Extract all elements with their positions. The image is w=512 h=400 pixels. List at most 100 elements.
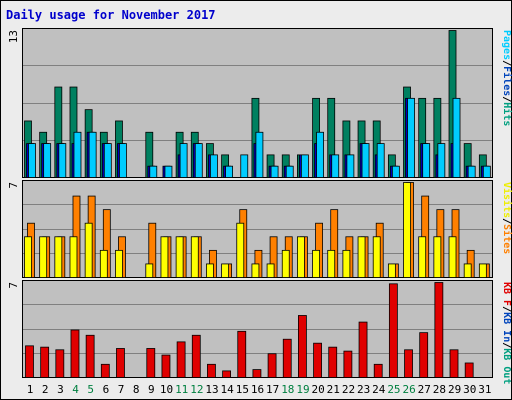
legend-entry: / [501,306,512,312]
bar-pages-day-18 [285,165,294,178]
x-tick-label: 18 [281,383,294,396]
bar-kb-f-day-30 [464,362,474,378]
x-tick-label: 30 [463,383,476,396]
bar-visits-day-18 [281,249,290,278]
x-tick-label: 16 [251,383,264,396]
bar-visits-day-27 [418,236,427,278]
legend-entry: Hits [501,102,512,126]
bar-kb-f-day-1 [25,345,34,378]
bar-pages-day-16 [255,131,264,178]
bar-visits-day-7 [115,249,123,278]
x-tick-label: 5 [87,383,94,396]
x-tick-label: 13 [205,383,218,396]
x-tick-label: 29 [448,383,461,396]
bar-pages-day-27 [422,143,431,178]
legend-entry: KB Out [501,348,512,384]
bar-pages-day-12 [194,143,203,178]
x-tick-label: 21 [327,383,340,396]
bar-kb-f-day-24 [373,363,383,378]
bar-pages-day-2 [43,143,52,178]
x-tick-label: 10 [160,383,173,396]
x-axis: 1 2 3 4 5 6 7 8 9 10 11 12 13 14 15 16 17 18 19 20 21 22 23 24 2… [27,383,492,396]
bar-visits-day-26 [403,182,411,278]
panel-kbytes: 7 KB F/KB In/KB Out [7,280,512,384]
bar-pages-day-25 [391,165,400,178]
bar-visits-day-31 [478,263,487,278]
bar-pages-day-17 [270,165,279,178]
bar-pages-day-28 [437,143,446,178]
panel-visits-max-label: 7 [7,182,20,189]
bar-pages-day-22 [346,154,355,178]
bar-pages-day-11 [179,143,188,178]
chart-title: Daily usage for November 2017 [6,8,216,22]
bar-kb-f-day-21 [328,346,338,378]
bar-visits-day-30 [463,263,472,278]
bar-visits-day-24 [372,236,381,278]
bar-visits-day-13 [206,263,214,278]
x-tick-label: 6 [103,383,110,396]
bar-kb-f-day-12 [191,334,201,378]
legend-entry: Files [501,66,512,96]
legend-entry: / [501,60,512,66]
bar-kb-f-day-20 [313,342,322,378]
bar-kb-f-day-3 [55,349,65,378]
legend-entry: Sites [501,224,512,254]
x-tick-label: 25 [387,383,400,396]
bar-pages-day-6 [103,143,112,178]
bar-visits-day-3 [54,236,63,278]
bar-kb-f-day-29 [449,349,459,378]
bar-visits-day-16 [251,263,260,278]
legend-entry: Visits [501,182,512,218]
bar-visits-day-1 [24,236,32,278]
bar-pages-day-19 [301,154,309,178]
bar-kb-f-day-17 [267,353,277,378]
legend-entry: KB F [501,282,512,306]
bar-kb-f-day-4 [70,329,80,378]
bar-kb-f-day-5 [85,334,95,378]
bar-visits-day-6 [99,249,108,278]
x-tick-label: 15 [236,383,249,396]
x-tick-label: 12 [190,383,203,396]
bar-visits-day-2 [39,236,48,278]
legend-entry: Pages [501,30,512,60]
bar-visits-day-22 [342,249,351,278]
bar-visits-day-20 [312,249,320,278]
bar-pages-day-21 [331,154,340,178]
legend-entry: / [501,342,512,348]
bar-kb-f-day-7 [116,348,125,378]
bar-visits-day-4 [69,236,78,278]
x-tick-label: 19 [296,383,309,396]
x-tick-label: 22 [342,383,355,396]
x-tick-label: 2 [42,383,49,396]
panel-hits-legend: Pages/Files/Hits [501,30,512,126]
bar-pages-day-20 [316,131,324,178]
x-tick-label: 20 [312,383,325,396]
panel-visits-legend: Visits/Sites [501,182,512,254]
bar-visits-day-10 [160,236,169,278]
bar-pages-day-1 [28,143,36,178]
bar-pages-day-23 [361,143,370,178]
bar-kb-f-day-27 [419,332,429,378]
x-tick-label: 3 [57,383,64,396]
bar-kb-f-day-10 [161,354,171,378]
bar-visits-day-29 [448,236,457,278]
x-tick-label: 7 [118,383,125,396]
bar-kb-f-day-2 [40,346,50,378]
bar-pages-day-13 [210,154,218,178]
panel-kbytes-max-label: 7 [7,282,20,289]
bar-kb-f-day-25 [388,283,398,378]
x-tick-label: 14 [221,383,235,396]
bar-visits-day-15 [236,222,245,278]
bar-visits-day-19 [297,236,305,278]
bar-pages-day-24 [376,143,385,178]
bar-pages-day-9 [149,165,158,178]
legend-entry: KB In [501,312,512,342]
bar-kb-f-day-13 [207,363,216,378]
x-tick-label: 17 [266,383,279,396]
bar-pages-day-4 [73,131,82,178]
bar-kb-f-day-16 [252,369,262,378]
panel-visits: 7 Visits/Sites [7,180,512,278]
